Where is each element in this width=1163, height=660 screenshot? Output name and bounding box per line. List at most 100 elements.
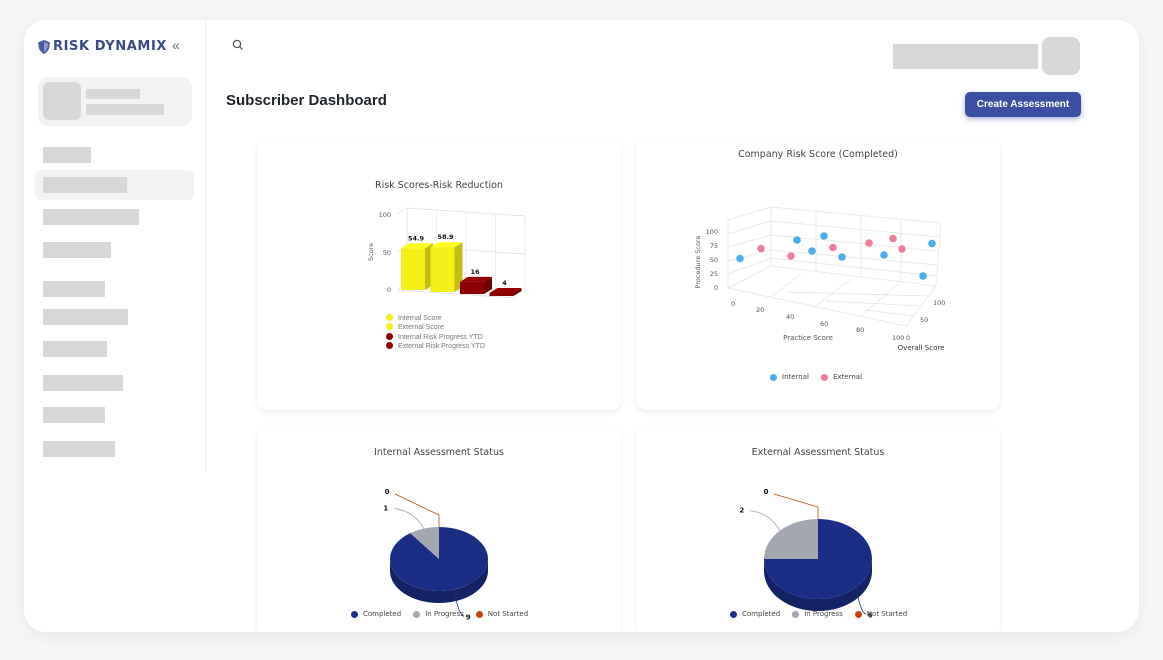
app-window: RISK DYNAMIX « Subscriber Dashboard Crea…: [24, 20, 1139, 632]
legend-label: Completed: [742, 610, 781, 618]
shield-logo-icon: [38, 39, 50, 54]
legend-marker: [413, 610, 421, 618]
legend-item[interactable]: In Progress: [413, 610, 464, 618]
bar-side: [513, 287, 522, 296]
legend-marker: [730, 610, 737, 618]
x-tick-label: 0: [731, 300, 735, 308]
sidebar-item-8[interactable]: [35, 368, 194, 398]
legend-label: In Progress: [425, 610, 464, 618]
legend-item[interactable]: Not Started: [854, 610, 908, 618]
legend-item[interactable]: External: [820, 373, 863, 381]
legend-marker: [386, 314, 393, 321]
legend-marker: [386, 323, 393, 331]
scatter-point: [787, 252, 795, 260]
y-axis-label: Score: [367, 243, 375, 261]
bar-top: [401, 243, 433, 249]
sidebar-item-3[interactable]: [35, 202, 194, 232]
legend-label: Internal Score: [398, 315, 442, 322]
sidebar-item-label: [43, 407, 105, 423]
legend-item[interactable]: External Score: [386, 323, 485, 332]
scatter-point: [820, 232, 828, 240]
sidebar-item-label: [43, 309, 128, 325]
create-assessment-button[interactable]: Create Assessment: [965, 92, 1081, 117]
bar-side: [484, 276, 492, 294]
risk-legend: Internal Score External Score Internal R…: [386, 314, 485, 352]
pie-slice-side: [390, 559, 488, 603]
legend-label: Internal Risk Progress YTD: [398, 333, 483, 341]
risk-scores-chart: 100 50 0 Score 54.9 58.9 16 4: [367, 207, 526, 299]
leader-line: [749, 510, 781, 531]
y-tick-label: 50: [383, 249, 391, 257]
sidebar-item-9[interactable]: [35, 400, 194, 430]
data-label: 0: [385, 488, 390, 496]
account-name-placeholder[interactable]: [893, 44, 1038, 69]
bar-group: 54.9 58.9 16 4: [401, 233, 522, 296]
scatter-points: [736, 232, 936, 280]
collapse-sidebar-icon[interactable]: «: [172, 37, 180, 53]
scatter-point: [865, 239, 873, 247]
legend-item[interactable]: Completed: [730, 610, 780, 618]
bar: [460, 281, 484, 294]
y-tick-label: 100: [379, 211, 391, 219]
gridline: [396, 207, 408, 215]
sidebar-item-1[interactable]: [35, 140, 194, 170]
external-status-legend: Completed In Progress Not Started: [730, 610, 930, 618]
sidebar-item-6[interactable]: [35, 302, 194, 332]
legend-item[interactable]: External Risk Progress YTD: [386, 342, 485, 351]
user-card[interactable]: [38, 77, 192, 126]
gridline: [396, 289, 516, 299]
legend-label: External: [832, 373, 863, 381]
bar-top: [460, 276, 492, 282]
user-role-placeholder: [86, 104, 164, 115]
data-label: 0: [764, 488, 769, 496]
user-name-placeholder: [86, 89, 140, 99]
profile-avatar[interactable]: [1042, 37, 1080, 75]
pie-slice: [764, 519, 818, 559]
legend-label: External Risk Progress YTD: [398, 343, 486, 351]
sidebar-item-label: [43, 177, 127, 193]
pie-slice: [410, 527, 439, 559]
legend-label: Internal: [782, 373, 809, 381]
z-tick-label: 100: [933, 299, 945, 307]
bar-top: [489, 287, 522, 293]
bar-side: [454, 242, 463, 292]
search-icon[interactable]: [231, 38, 245, 52]
sidebar-item-7[interactable]: [35, 334, 194, 364]
legend-item[interactable]: In Progress: [792, 610, 843, 618]
leader-line: [393, 508, 425, 529]
z-tick-label: 50: [920, 316, 928, 324]
chart-title: Risk Scores-Risk Reduction: [375, 180, 503, 191]
scatter-point: [928, 239, 936, 248]
x-tick-label: 80: [856, 326, 864, 334]
legend-label: Not Started: [866, 610, 908, 618]
legend-item[interactable]: Internal Risk Progress YTD: [386, 332, 485, 342]
bar: [489, 292, 514, 296]
scatter-point: [829, 243, 837, 252]
sidebar-item-10[interactable]: [35, 434, 194, 464]
legend-item[interactable]: Internal Score: [386, 314, 485, 323]
sidebar-item-2[interactable]: [35, 170, 194, 200]
data-label: 16: [470, 268, 480, 276]
scatter-point: [880, 251, 888, 259]
brand-name: RISK DYNAMIX: [53, 39, 168, 54]
sidebar-item-5[interactable]: [35, 274, 194, 304]
data-label: 58.9: [437, 233, 454, 241]
legend-label: External Score: [398, 324, 444, 332]
sidebar: RISK DYNAMIX «: [24, 20, 206, 472]
data-label: 9: [466, 613, 471, 621]
legend-item[interactable]: Not Started: [475, 610, 528, 618]
chart-title: Internal Assessment Status: [374, 447, 504, 458]
z-axis-label: Overall Score: [898, 344, 945, 352]
sidebar-item-4[interactable]: [35, 235, 194, 265]
internal-status-card: Internal Assessment Status 9 1 0 Completed…: [257, 426, 621, 632]
legend-marker: [820, 373, 828, 381]
legend-item[interactable]: Internal: [770, 373, 809, 381]
scatter-point: [793, 236, 801, 244]
legend-marker: [854, 610, 862, 618]
scatter-point: [736, 254, 744, 263]
scatter-point: [808, 247, 816, 255]
sidebar-item-label: [43, 147, 91, 163]
scatter-point: [838, 253, 846, 261]
chart-title: Company Risk Score (Completed): [738, 149, 898, 160]
legend-item[interactable]: Completed: [351, 610, 401, 618]
